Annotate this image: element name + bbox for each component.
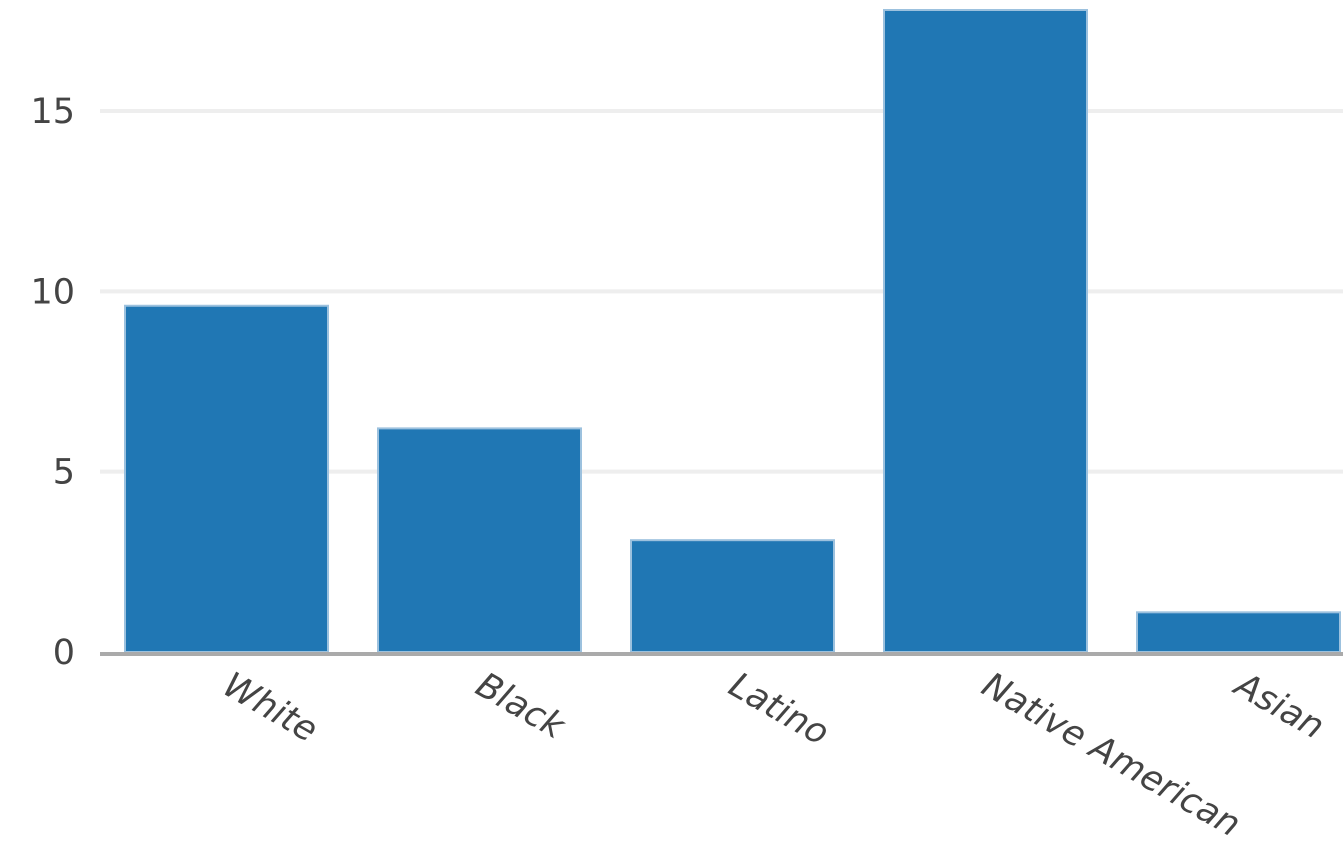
y-tick-label: 15 — [30, 92, 75, 132]
x-tick-label: Black — [469, 665, 573, 748]
bar-native-american[interactable] — [883, 9, 1088, 653]
y-tick-label: 0 — [53, 633, 75, 673]
y-tick-label: 10 — [30, 272, 75, 312]
bar-asian[interactable] — [1136, 611, 1341, 654]
x-tick-label: Latino — [722, 665, 836, 754]
y-tick-label: 5 — [53, 453, 75, 493]
y-axis-ticks: 0 5 10 15 — [30, 92, 75, 673]
bar-latino[interactable] — [630, 539, 835, 654]
x-tick-label: White — [216, 665, 324, 751]
bar-black[interactable] — [377, 427, 582, 653]
bar-white[interactable] — [124, 304, 329, 653]
bars — [124, 9, 1341, 654]
x-tick-label: Asian — [1226, 664, 1330, 747]
x-tick-label: Native American — [975, 665, 1247, 845]
